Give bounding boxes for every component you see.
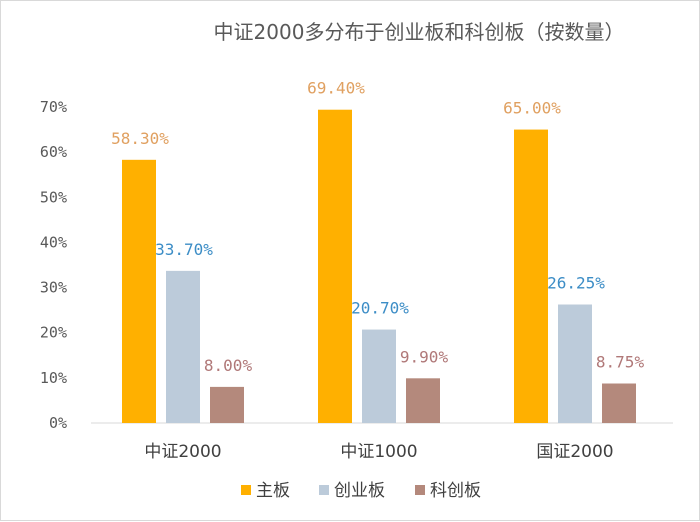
y-axis-ticks: 0% 10% 20% 30% 40% 50% 60% 70% [40, 98, 67, 432]
bar-3-3 [602, 383, 636, 423]
y-tick-label: 0% [49, 414, 67, 432]
x-tick-label: 中证2000 [144, 442, 221, 462]
y-tick-label: 50% [40, 188, 67, 206]
bar-1-3 [514, 129, 548, 424]
y-tick-label: 30% [40, 279, 67, 297]
data-label: 69.40% [307, 79, 365, 98]
y-tick-label: 70% [40, 98, 67, 116]
data-label: 26.25% [547, 274, 605, 293]
data-label: 8.00% [204, 356, 253, 375]
y-tick-label: 10% [40, 369, 67, 387]
bar-2-2 [362, 329, 396, 423]
legend-swatch [415, 485, 425, 495]
legend-swatch [241, 485, 251, 495]
legend-label: 主板 [256, 481, 290, 501]
legend: 主板 创业板 科创板 [241, 481, 481, 501]
y-tick-label: 40% [40, 233, 67, 251]
x-tick-label: 国证2000 [536, 442, 613, 462]
legend-label: 科创板 [430, 481, 481, 501]
bar-1-2 [318, 109, 352, 424]
bar-1-1 [122, 159, 156, 423]
data-label: 33.70% [155, 240, 213, 259]
data-label: 65.00% [503, 99, 561, 118]
data-labels-group: 58.30% 69.40% 65.00% 33.70% 20.70% 26.25% 8.00… [111, 79, 644, 375]
y-tick-label: 60% [40, 143, 67, 161]
data-label: 9.90% [400, 347, 449, 366]
legend-label: 创业板 [334, 481, 385, 501]
y-tick-label: 20% [40, 324, 67, 342]
bar-2-3 [558, 304, 592, 423]
data-label: 8.75% [596, 353, 645, 372]
bar-3-1 [210, 386, 244, 423]
data-label: 20.70% [351, 299, 409, 318]
chart-title: 中证2000多分布于创业板和科创板（按数量） [214, 20, 625, 44]
data-label: 58.30% [111, 129, 169, 148]
x-axis-ticks: 中证2000 中证1000 国证2000 [144, 442, 613, 462]
bar-3-2 [406, 378, 440, 423]
bar-2-1 [166, 270, 200, 423]
legend-swatch [319, 485, 329, 495]
bars-group [122, 109, 636, 424]
x-tick-label: 中证1000 [340, 442, 417, 462]
